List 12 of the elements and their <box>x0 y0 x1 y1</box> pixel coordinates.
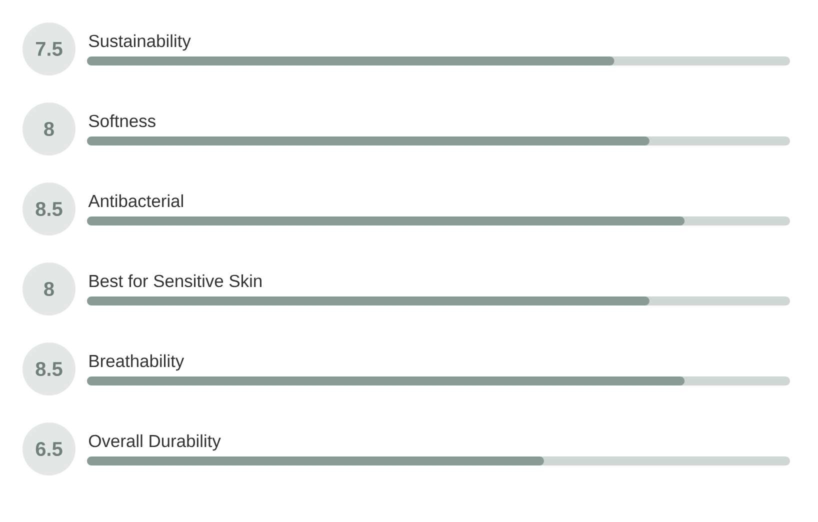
data-label: 8.5 <box>36 202 62 216</box>
y-tick-label: Antibacterial <box>88 194 183 208</box>
data-label: 6.5 <box>36 442 62 456</box>
data-label: 8 <box>44 282 54 296</box>
data-label: 7.5 <box>36 42 62 56</box>
y-tick-label: Sustainability <box>88 34 191 51</box>
y-tick-label: Overall Durability <box>89 434 221 451</box>
y-tick-label: Breathability <box>90 354 184 371</box>
data-label: 8 <box>44 122 54 136</box>
y-tick-label: Softness <box>88 114 156 128</box>
data-label: 8.5 <box>36 362 62 376</box>
y-tick-label: Best for Sensitive Skin <box>90 274 262 288</box>
